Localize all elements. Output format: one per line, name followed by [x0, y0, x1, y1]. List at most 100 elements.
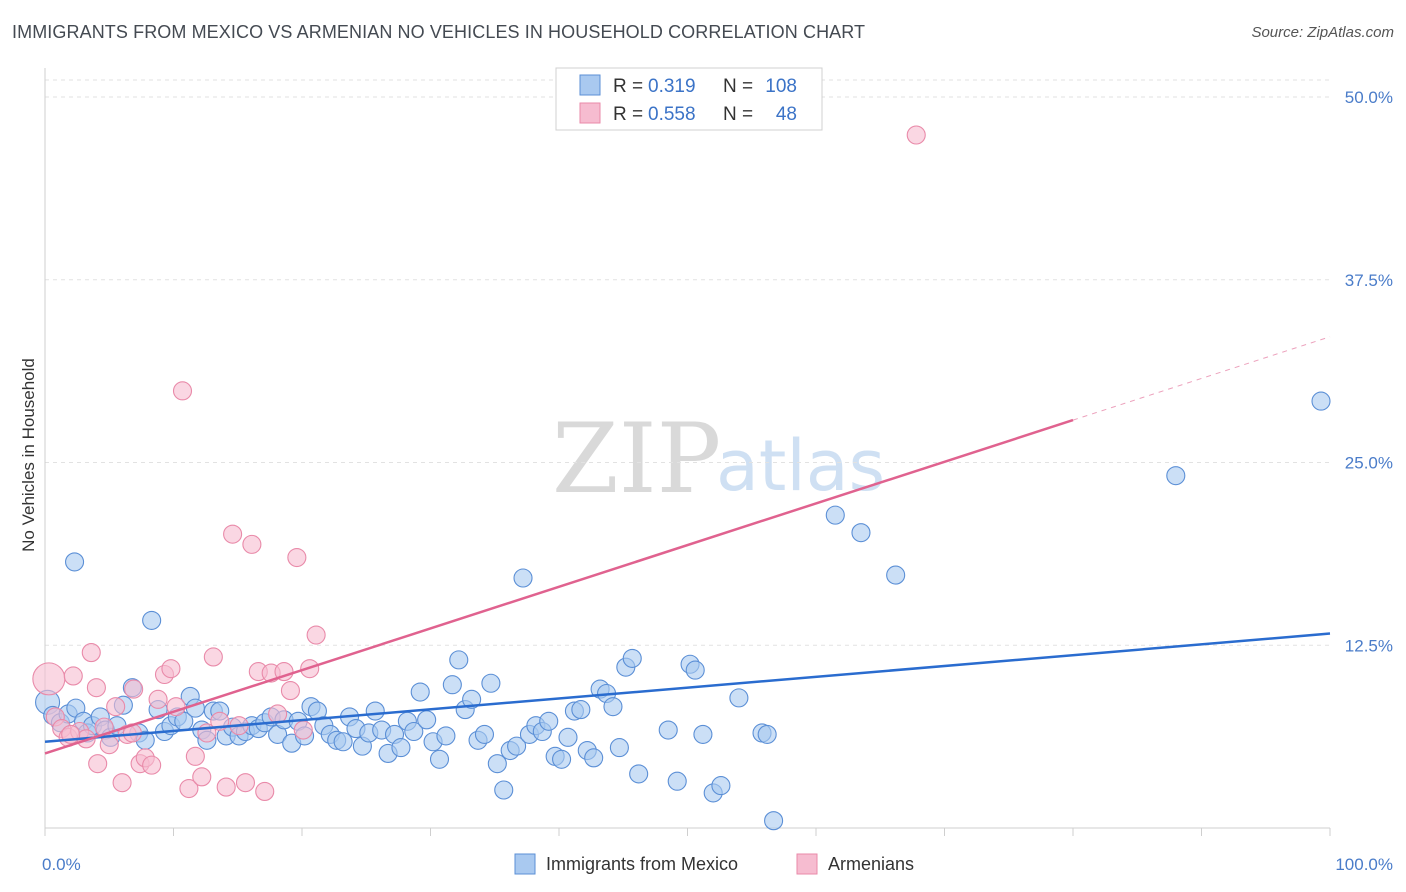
- legend-n-value: 48: [776, 104, 797, 125]
- point-mexico: [886, 565, 906, 585]
- point-armenian: [88, 754, 108, 774]
- point-armenian: [242, 534, 262, 554]
- point-mexico: [442, 675, 462, 695]
- grid-layer: [45, 79, 1330, 646]
- y-tick-labels: 12.5% 25.0% 37.5% 50.0%: [1345, 88, 1393, 655]
- point-mexico: [507, 736, 527, 756]
- point-mexico: [404, 721, 424, 742]
- point-mexico: [142, 610, 162, 630]
- point-armenian: [306, 625, 326, 645]
- points-layer: [32, 125, 1331, 831]
- point-armenian: [235, 773, 256, 793]
- point-mexico: [571, 700, 591, 720]
- point-mexico: [494, 780, 514, 800]
- point-mexico: [629, 764, 649, 784]
- point-mexico: [513, 568, 533, 588]
- watermark: ZIP atlas: [552, 403, 885, 515]
- trend-layer: [44, 336, 1331, 755]
- legend-n-label: N =: [723, 104, 753, 125]
- watermark-atlas: atlas: [716, 425, 885, 507]
- chart-source: Source: ZipAtlas.com: [1251, 24, 1394, 41]
- trend-line-mexico: [44, 632, 1331, 743]
- bottom-legend-swatch-mexico: [514, 853, 536, 875]
- watermark-zip: ZIP: [552, 403, 721, 515]
- point-armenian: [86, 678, 106, 698]
- point-mexico: [764, 811, 784, 831]
- y-tick-label: 12.5%: [1345, 636, 1393, 655]
- point-armenian: [192, 767, 212, 787]
- point-mexico: [584, 748, 604, 768]
- bottom-legend-label-mexico: Immigrants from Mexico: [546, 854, 738, 874]
- point-armenian: [142, 755, 162, 775]
- point-mexico: [417, 710, 437, 730]
- point-mexico: [693, 724, 713, 744]
- legend-r-value: 0.558: [648, 104, 696, 125]
- point-armenian: [112, 773, 132, 793]
- trend-line-armenians-extension: [1072, 336, 1331, 421]
- point-armenian: [179, 778, 199, 799]
- point-mexico: [65, 552, 85, 572]
- y-tick-label: 25.0%: [1345, 454, 1393, 473]
- legend-r-value: 0.319: [648, 76, 696, 97]
- point-mexico: [603, 697, 623, 717]
- point-armenian: [906, 125, 926, 145]
- point-mexico: [552, 749, 572, 769]
- point-armenian: [99, 735, 119, 755]
- point-armenian: [203, 647, 223, 667]
- point-mexico: [487, 754, 507, 774]
- point-mexico: [825, 505, 845, 525]
- point-armenian: [293, 720, 313, 740]
- point-mexico: [474, 724, 495, 744]
- point-armenian: [106, 697, 126, 717]
- x-tick-labels: 0.0% 100.0%: [42, 855, 1393, 874]
- legend-swatch-mexico: [579, 74, 601, 96]
- bottom-legend-label-armenians: Armenians: [828, 854, 914, 874]
- point-mexico: [609, 738, 629, 758]
- point-mexico: [1311, 391, 1331, 411]
- point-armenian: [274, 662, 294, 682]
- legend-r-label: R =: [613, 76, 643, 97]
- bottom-legend: Immigrants from Mexico Armenians: [514, 853, 914, 875]
- point-mexico: [757, 724, 777, 744]
- point-armenian: [268, 704, 288, 724]
- point-mexico: [481, 673, 501, 693]
- point-armenian: [124, 679, 144, 699]
- point-armenian: [185, 746, 205, 766]
- point-armenian: [255, 781, 275, 802]
- point-mexico: [851, 523, 871, 543]
- point-mexico: [729, 688, 749, 708]
- point-mexico: [558, 727, 578, 747]
- point-armenian: [32, 662, 66, 696]
- legend-r-label: R =: [613, 104, 643, 125]
- point-armenian: [63, 666, 83, 686]
- x-tick-label: 0.0%: [42, 855, 81, 874]
- legend-swatch-armenians: [579, 102, 601, 124]
- point-mexico: [622, 648, 642, 668]
- point-armenian: [172, 381, 193, 401]
- point-armenian: [161, 659, 181, 679]
- point-mexico: [429, 749, 450, 769]
- point-mexico: [449, 650, 469, 670]
- y-axis-label: No Vehicles in Household: [19, 358, 38, 552]
- point-mexico: [410, 682, 430, 702]
- point-mexico: [333, 732, 353, 752]
- point-mexico: [1166, 466, 1186, 486]
- point-armenian: [216, 777, 236, 797]
- bottom-legend-swatch-armenians: [796, 853, 818, 875]
- point-mexico: [365, 701, 385, 721]
- point-mexico: [391, 738, 411, 758]
- point-armenian: [81, 643, 101, 663]
- point-armenian: [148, 689, 168, 709]
- y-tick-label: 50.0%: [1345, 88, 1393, 107]
- point-mexico: [658, 720, 678, 740]
- trend-line-armenians: [44, 418, 1074, 755]
- legend-n-value: 108: [765, 76, 797, 97]
- point-armenian: [280, 681, 300, 701]
- point-mexico: [711, 776, 731, 796]
- legend: R = 0.319 N = 108 R = 0.558 N = 48: [555, 67, 823, 131]
- point-mexico: [462, 689, 482, 709]
- point-mexico: [667, 771, 687, 791]
- point-armenian: [287, 547, 307, 568]
- legend-n-label: N =: [723, 76, 753, 97]
